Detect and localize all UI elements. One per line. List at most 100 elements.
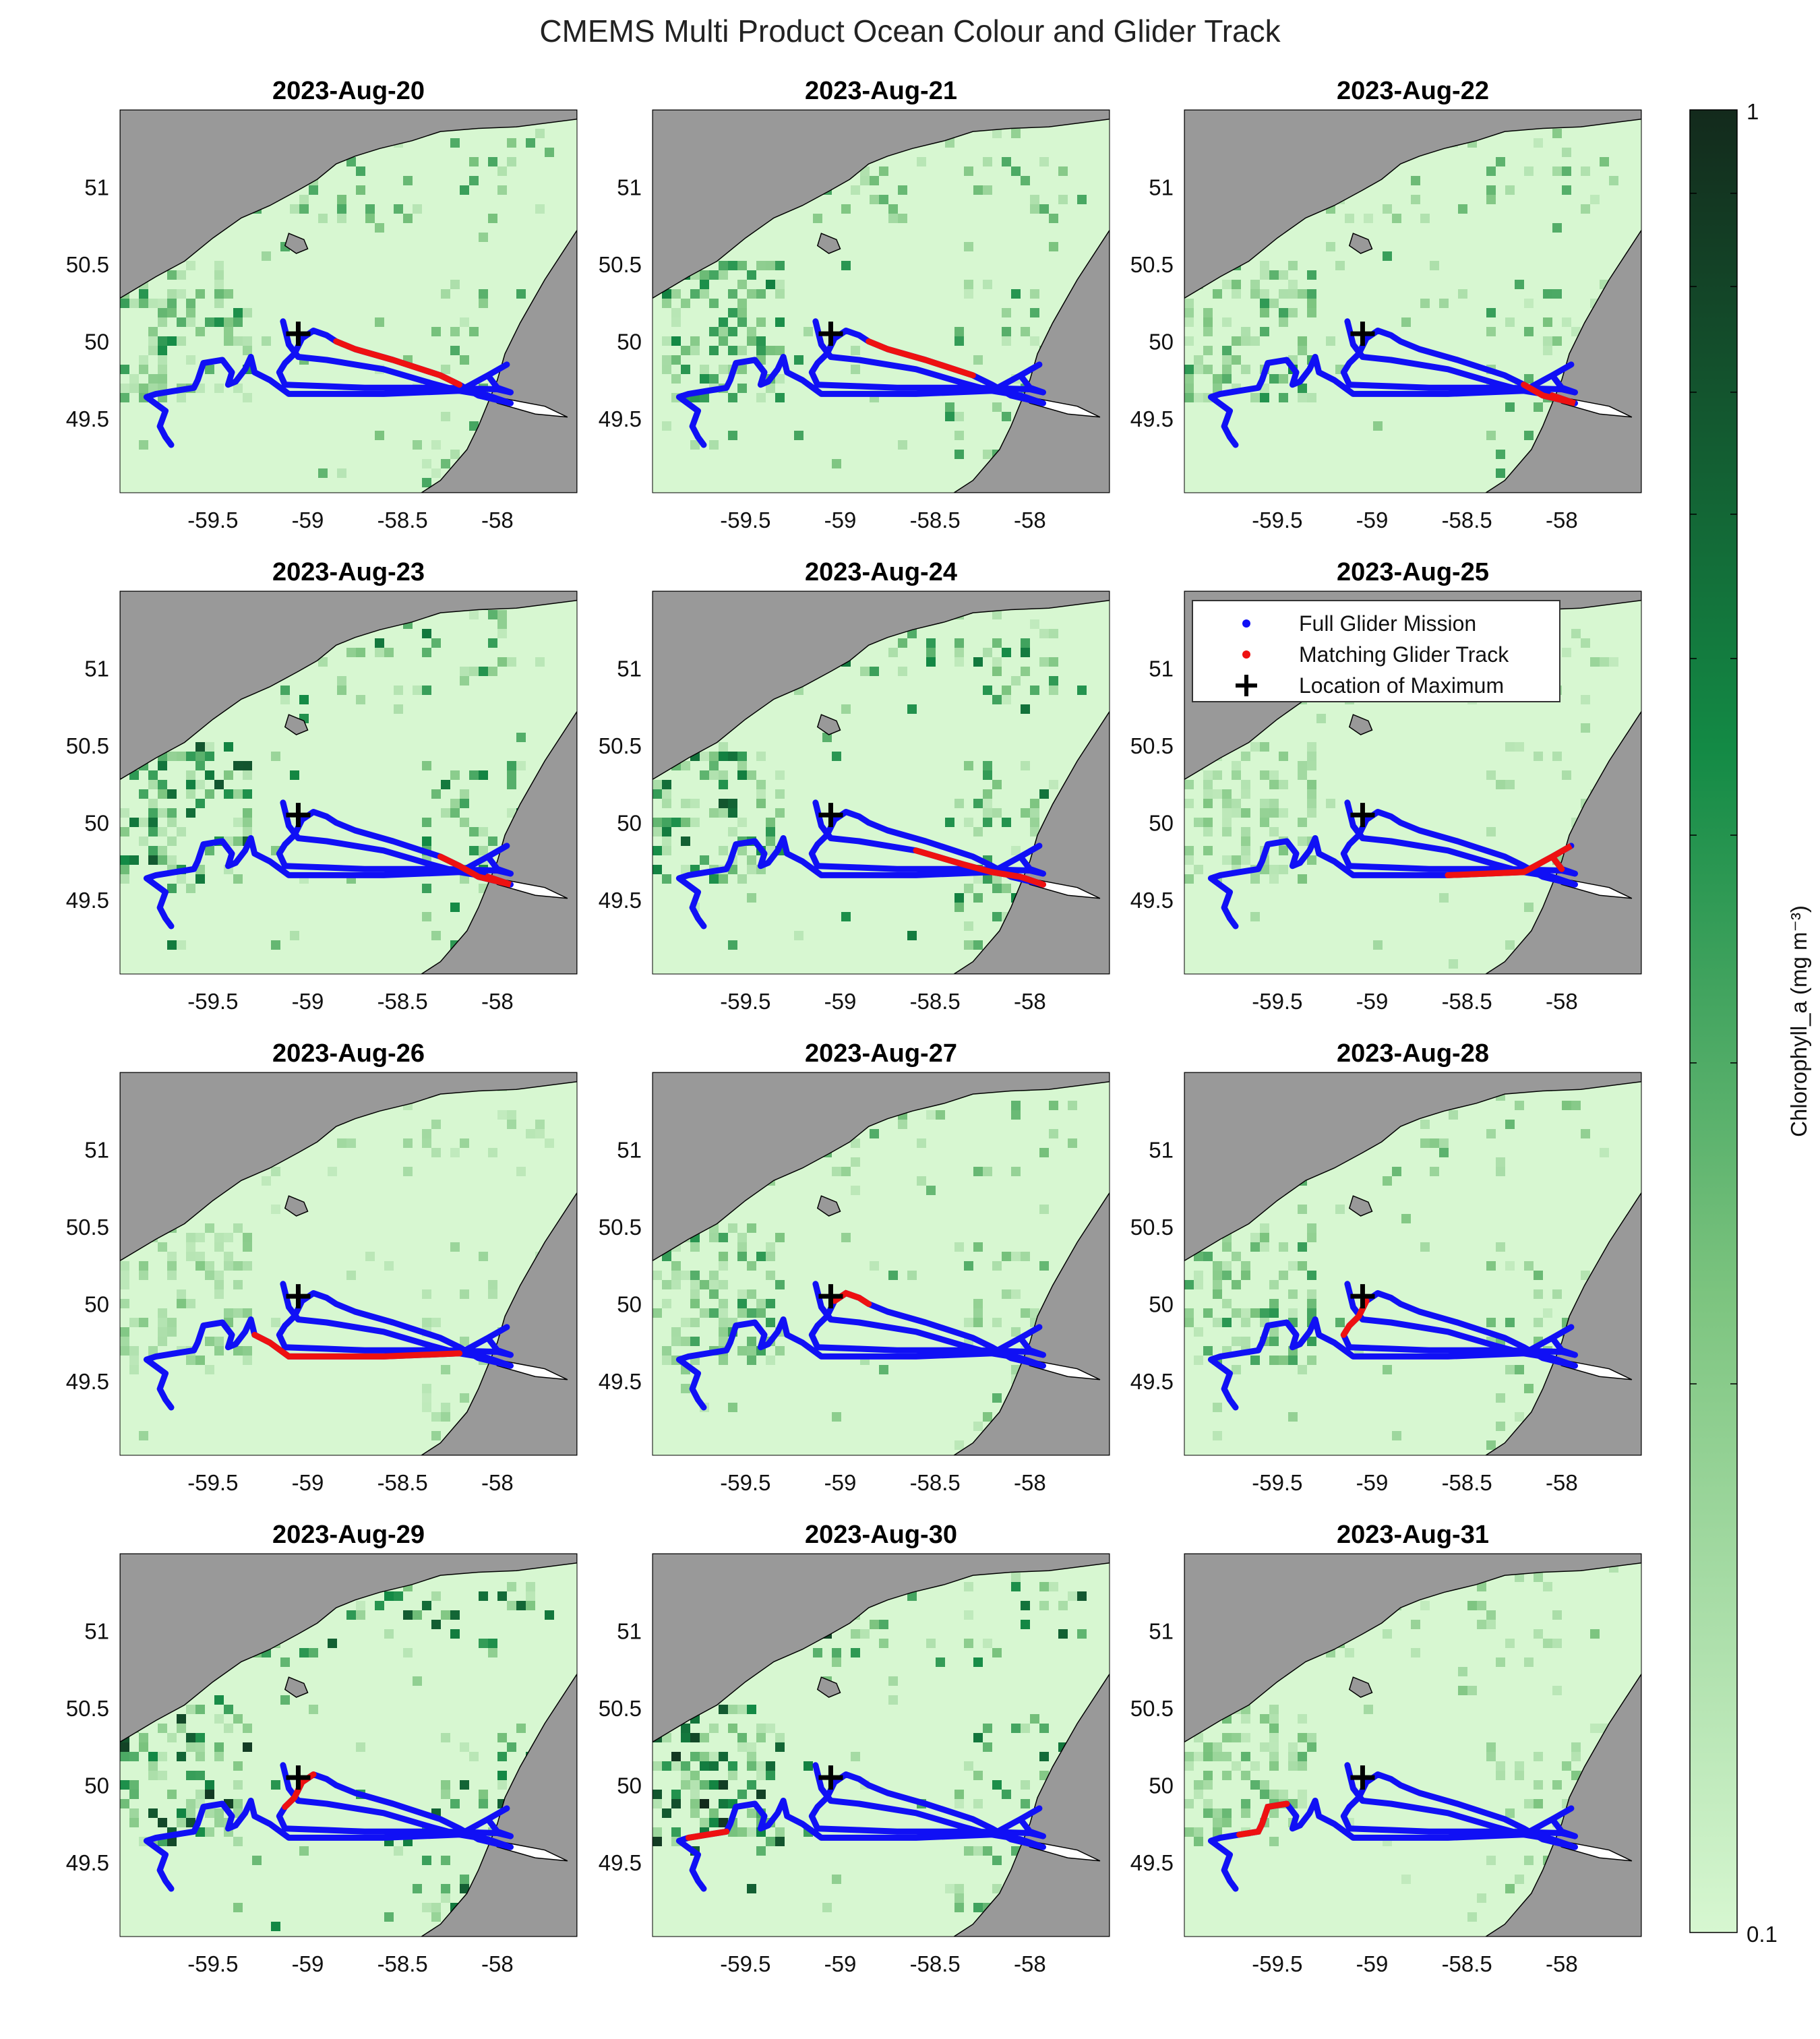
y-tick-label: 50.5 <box>599 1215 642 1240</box>
legend-entry-label: Full Glider Mission <box>1299 611 1476 636</box>
panel-title: 2023-Aug-20 <box>272 77 425 105</box>
y-tick-label: 50.5 <box>66 1215 109 1240</box>
map-panel: 2023-Aug-24 -59.5 -59 -58.5 -58 51 50.5 50 49.5 <box>599 558 1110 1014</box>
maximum-location-marker <box>1350 803 1375 828</box>
panel-grid: 2023-Aug-20-59.5 -59 -58.5 -585150.55049.52… <box>66 77 1642 1976</box>
y-tick-label: 50 <box>84 330 109 355</box>
full-glider-track <box>1207 799 1578 930</box>
x-tick-label: -58 <box>1546 1951 1578 1976</box>
maximum-location-marker <box>286 803 311 828</box>
newfoundland-land <box>420 1673 577 1937</box>
map-panel: 2023-Aug-31 -59.5 -59 -58.5 -58 51 50.5 50 49.5 <box>1130 1521 1642 1976</box>
map-panel: 2023-Aug-25 -59.5 -59 -58.5 -58 51 50.5 50 49.5 F… <box>1130 558 1642 1014</box>
colorbar-min-label: 0.1 <box>1747 1922 1778 1947</box>
island <box>1348 1676 1373 1698</box>
x-tick-label: -59 <box>1356 508 1389 532</box>
x-tick-label: -58 <box>1014 989 1046 1014</box>
north-shore-land <box>120 591 577 781</box>
panel-title: 2023-Aug-28 <box>1337 1039 1489 1068</box>
newfoundland-land <box>1484 1673 1641 1937</box>
x-tick-label: -58.5 <box>377 1951 428 1976</box>
matching-glider-track <box>1521 382 1576 406</box>
black-plus-icon <box>1236 675 1257 696</box>
panel-frame <box>652 590 1110 975</box>
red-dot-icon <box>1242 650 1250 659</box>
x-tick-label: -59.5 <box>1252 1951 1302 1976</box>
figure-title: CMEMS Multi Product Ocean Colour and Gli… <box>539 13 1281 49</box>
x-tick-label: -59.5 <box>187 1470 238 1495</box>
x-tick-label: -58.5 <box>1442 1951 1492 1976</box>
x-tick-label: -58.5 <box>377 1470 428 1495</box>
x-tick-label: -58 <box>1014 1951 1046 1976</box>
panel-frame <box>119 1072 578 1456</box>
panel-frame <box>652 1072 1110 1456</box>
y-tick-label: 50.5 <box>66 252 109 277</box>
y-tick-label: 49.5 <box>599 1850 642 1875</box>
x-tick-label: -59 <box>824 1470 857 1495</box>
y-tick-label: 50 <box>84 1773 109 1798</box>
island <box>1348 714 1373 735</box>
panel-title: 2023-Aug-25 <box>1337 558 1489 586</box>
newfoundland-land <box>420 229 577 493</box>
north-shore-land <box>653 1072 1110 1262</box>
island <box>284 233 309 254</box>
y-tick-label: 51 <box>617 1619 642 1644</box>
panel-title: 2023-Aug-21 <box>805 77 957 105</box>
full-glider-track <box>1207 1281 1578 1411</box>
y-tick-label: 51 <box>84 1619 109 1644</box>
colorbar-label: Chlorophyll_a (mg m⁻³) <box>1786 905 1811 1137</box>
x-tick-label: -59 <box>292 508 324 532</box>
y-tick-label: 51 <box>84 657 109 681</box>
newfoundland-land <box>1484 229 1641 493</box>
colorbar-gradient <box>1689 109 1738 1933</box>
x-tick-label: -59.5 <box>720 989 770 1014</box>
map-panel: 2023-Aug-27 -59.5 -59 -58.5 -58 51 50.5 50 49.5 <box>599 1039 1110 1495</box>
y-tick-label: 51 <box>1149 1619 1174 1644</box>
y-tick-label: 50 <box>84 1292 109 1317</box>
map-panel: 2023-Aug-26 -59.5 -59 -58.5 -58 51 50.5 50 49.5 <box>66 1039 578 1495</box>
island <box>284 1676 309 1698</box>
y-tick-label: 49.5 <box>66 406 109 431</box>
map-panel: 2023-Aug-30 -59.5 -59 -58.5 -58 51 50.5 50 49.5 <box>599 1521 1110 1976</box>
panel-title: 2023-Aug-22 <box>1337 77 1489 105</box>
full-glider-track <box>675 318 1046 448</box>
x-tick-label: -59 <box>292 989 324 1014</box>
panel-frame <box>119 1553 578 1937</box>
north-shore-land <box>653 591 1110 781</box>
y-tick-label: 49.5 <box>599 1369 642 1394</box>
island <box>284 1195 309 1217</box>
map-panel: 2023-Aug-28 -59.5 -59 -58.5 -58 51 50.5 50 49.5 <box>1130 1039 1642 1495</box>
full-glider-track <box>675 1762 1046 1892</box>
x-tick-label: -59 <box>1356 1470 1389 1495</box>
y-tick-label: 50.5 <box>1130 1215 1174 1240</box>
island <box>816 714 841 735</box>
maximum-location-marker <box>818 1284 843 1309</box>
y-tick-label: 49.5 <box>599 888 642 913</box>
map-panel: 2023-Aug-20 -59.5 -59 -58.5 -58 51 50.5 50 49.5 <box>66 77 578 532</box>
matching-glider-track <box>251 1331 463 1360</box>
full-glider-track <box>675 1281 1046 1411</box>
y-tick-label: 50.5 <box>1130 1696 1174 1721</box>
y-tick-label: 49.5 <box>66 1369 109 1394</box>
newfoundland-land <box>420 1192 577 1455</box>
y-tick-label: 50.5 <box>66 1696 109 1721</box>
matching-glider-track <box>1340 1298 1370 1338</box>
x-tick-label: -59 <box>824 1951 857 1976</box>
x-tick-label: -59.5 <box>720 1951 770 1976</box>
x-tick-label: -59.5 <box>187 989 238 1014</box>
y-tick-label: 50 <box>1149 330 1174 355</box>
legend: Full Glider Mission Matching Glider Track… <box>1192 600 1560 702</box>
y-tick-label: 50 <box>617 1292 642 1317</box>
island <box>816 233 841 254</box>
y-tick-label: 50 <box>617 1773 642 1798</box>
y-tick-label: 50 <box>1149 1292 1174 1317</box>
colorbar-max-label: 1 <box>1747 99 1759 124</box>
y-tick-label: 49.5 <box>1130 1369 1174 1394</box>
y-tick-label: 51 <box>84 175 109 200</box>
y-tick-label: 51 <box>84 1138 109 1163</box>
x-tick-label: -59 <box>292 1470 324 1495</box>
blue-dot-icon <box>1242 619 1250 628</box>
x-tick-label: -59 <box>824 508 857 532</box>
newfoundland-land <box>1484 710 1641 974</box>
